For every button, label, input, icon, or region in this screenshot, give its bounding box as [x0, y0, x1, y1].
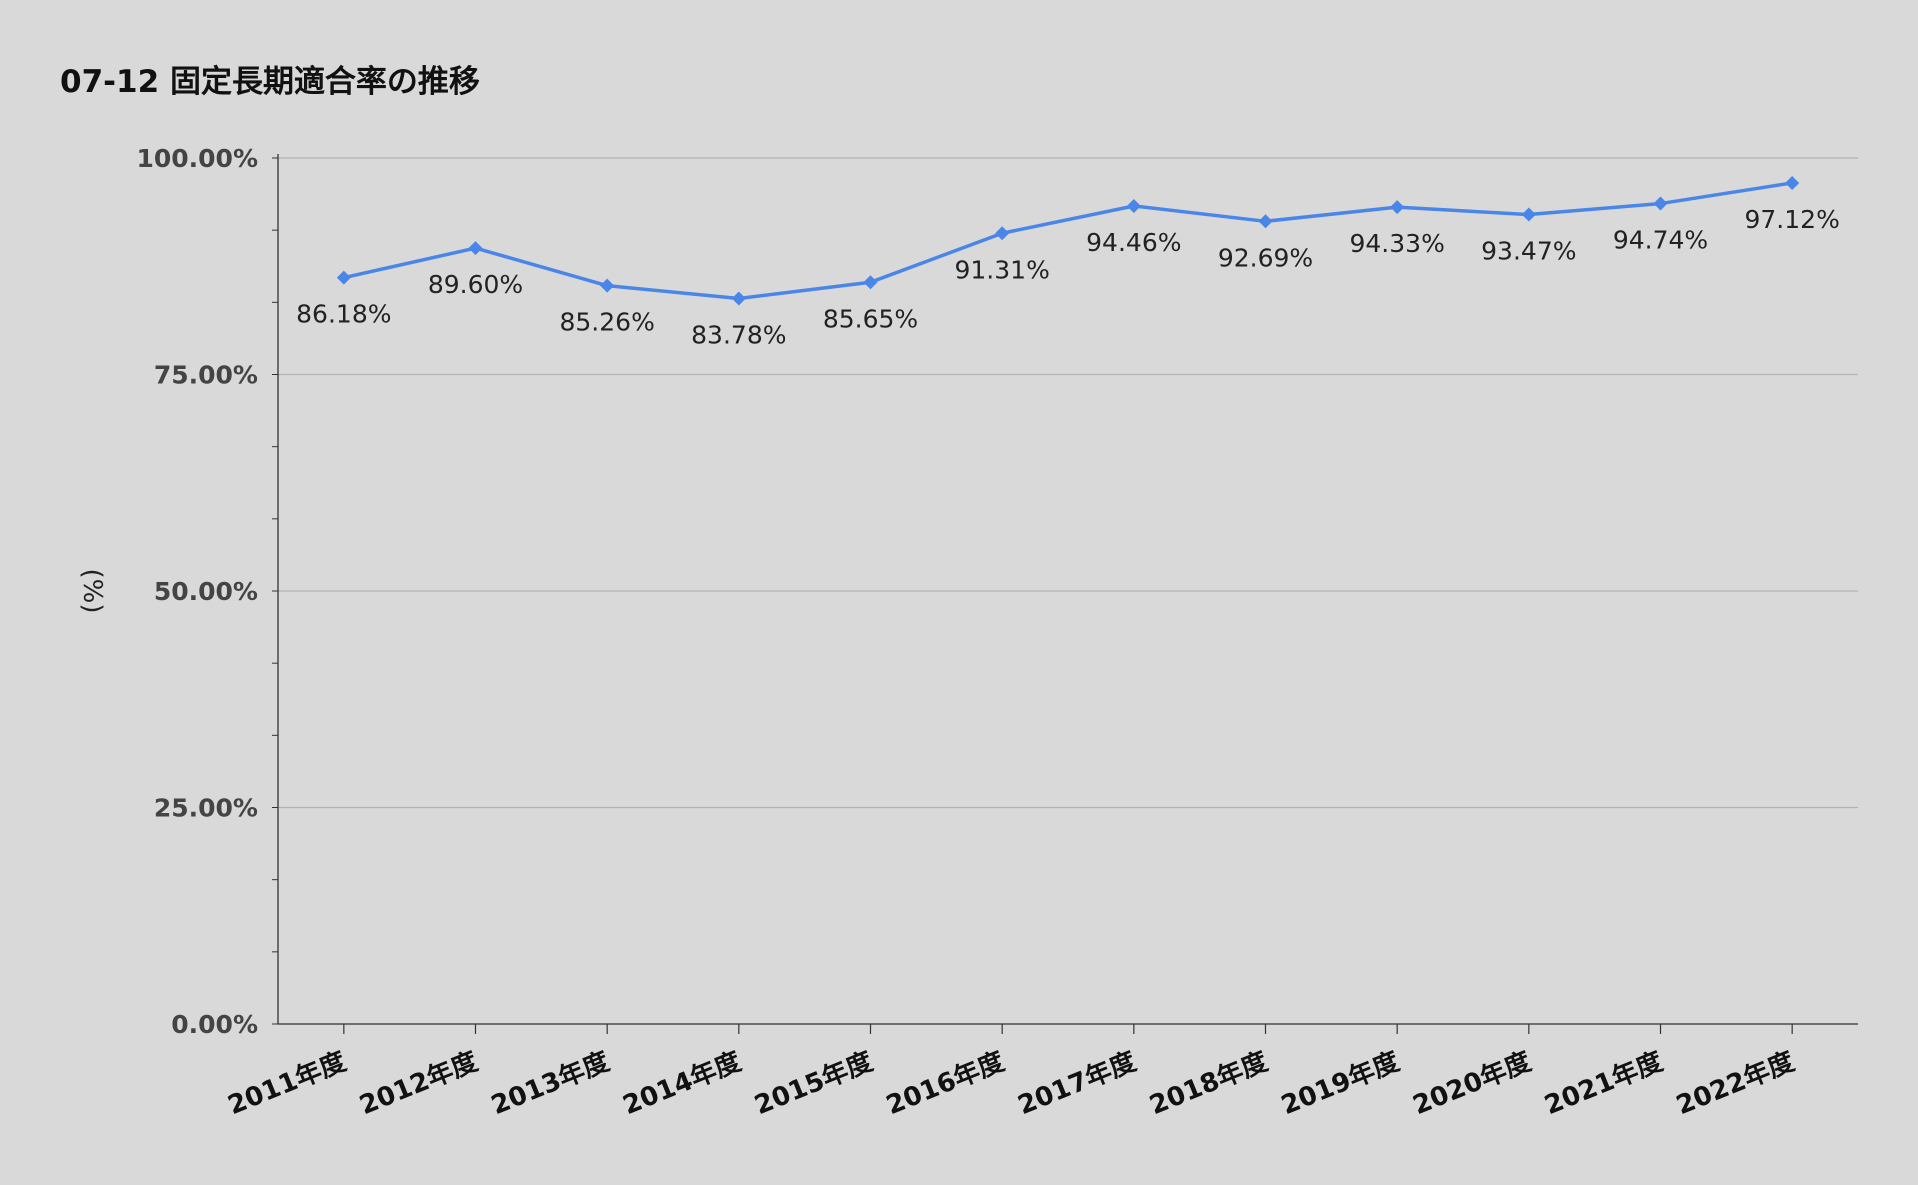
- data-point-marker: [995, 226, 1010, 241]
- x-tick-label: 2019年度: [1277, 1046, 1404, 1121]
- x-tick-label: 2018年度: [1145, 1046, 1272, 1121]
- y-tick-label: 25.00%: [154, 794, 258, 823]
- x-tick-label: 2022年度: [1672, 1046, 1799, 1121]
- x-tick-label: 2016年度: [882, 1046, 1009, 1121]
- data-label: 85.65%: [823, 304, 918, 333]
- x-tick-label: 2017年度: [1014, 1046, 1141, 1121]
- series-line: [343, 181, 1793, 301]
- data-point-marker: [1521, 207, 1536, 222]
- data-point-marker: [336, 270, 351, 285]
- x-tick-label: 2012年度: [355, 1046, 482, 1121]
- data-label: 83.78%: [691, 320, 786, 349]
- y-tick-label: 100.00%: [136, 144, 258, 173]
- data-point-marker: [1126, 198, 1141, 213]
- y-axis-title: (%): [77, 569, 107, 614]
- data-label: 89.60%: [428, 270, 523, 299]
- data-label: 94.46%: [1086, 228, 1181, 257]
- gridlines: [278, 157, 1858, 809]
- data-label: 86.18%: [296, 300, 391, 329]
- y-tick-label: 50.00%: [154, 577, 258, 606]
- x-tick-label: 2021年度: [1540, 1046, 1667, 1121]
- chart-title: 07-12 固定長期適合率の推移: [60, 64, 480, 100]
- series: [336, 175, 1800, 306]
- data-point-marker: [1258, 214, 1273, 229]
- x-tick-label: 2013年度: [487, 1046, 614, 1121]
- x-tick-label: 2014年度: [619, 1046, 746, 1121]
- x-tick-label: 2020年度: [1409, 1046, 1536, 1121]
- data-point-marker: [600, 278, 615, 293]
- data-point-marker: [863, 275, 878, 290]
- data-point-marker: [1390, 200, 1405, 215]
- data-label: 91.31%: [955, 255, 1050, 284]
- data-label: 85.26%: [560, 308, 655, 337]
- axes: 0.00%25.00%50.00%75.00%100.00%(%)2011年度 2…: [77, 144, 1858, 1121]
- data-point-marker: [731, 291, 746, 306]
- y-tick-label: 0.00%: [171, 1010, 258, 1039]
- y-tick-label: 75.00%: [154, 361, 258, 390]
- data-label: 94.33%: [1350, 229, 1445, 258]
- data-label: 94.74%: [1613, 226, 1708, 255]
- data-label: 92.69%: [1218, 243, 1313, 272]
- data-point-marker: [468, 241, 483, 256]
- x-tick-label: 2015年度: [750, 1046, 877, 1121]
- data-label: 97.12%: [1745, 205, 1840, 234]
- data-label: 93.47%: [1481, 237, 1576, 266]
- x-tick-label: 2011年度: [224, 1046, 351, 1121]
- data-labels: 86.18% 89.60% 85.26% 83.78% 85.65% 91.31% 94.4…: [296, 205, 1840, 350]
- data-point-marker: [1785, 175, 1800, 190]
- data-point-marker: [1653, 196, 1668, 211]
